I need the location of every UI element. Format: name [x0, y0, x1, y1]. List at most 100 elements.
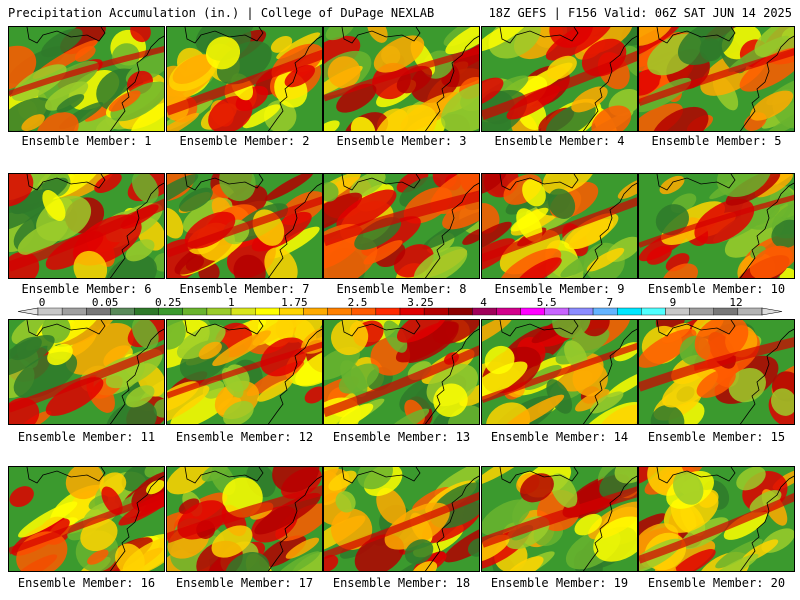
precip-contour-blob — [750, 90, 794, 121]
precip-contour-blob — [505, 556, 544, 571]
colorbar-segment — [206, 307, 232, 316]
precip-contour-blob — [36, 112, 79, 131]
colorbar-tick-label: 0 — [39, 296, 46, 309]
colorbar-tick-label: 1.75 — [281, 296, 308, 309]
precip-contour-blob — [574, 513, 602, 536]
colorbar-segment — [641, 307, 666, 316]
precip-field-map — [9, 174, 164, 278]
precip-field-map — [324, 174, 479, 278]
colorbar-segment — [230, 307, 256, 316]
precip-contour-blob — [146, 480, 164, 495]
ensemble-panel — [323, 173, 480, 279]
heavy-precip-band — [167, 341, 322, 399]
ensemble-panel — [323, 466, 480, 572]
precip-contour-blob — [11, 177, 68, 214]
colorbar-segment — [327, 307, 352, 316]
precip-contour-blob — [373, 35, 425, 73]
lake-outline — [26, 174, 106, 191]
precip-contour-blob — [571, 86, 608, 113]
precip-contour-blob — [264, 174, 314, 201]
precip-contour-blob — [482, 221, 512, 254]
colorbar-segment — [472, 307, 497, 316]
colorbar-tick-label: 2.5 — [348, 296, 368, 309]
colorbar-tick-label: 0.25 — [155, 296, 182, 309]
coastline — [424, 475, 479, 571]
precip-contour-blob — [335, 491, 356, 513]
precip-contour-blob — [467, 537, 479, 557]
coastline — [267, 35, 322, 131]
precip-contour-blob — [167, 467, 213, 495]
precip-contour-blob — [47, 343, 73, 366]
precip-contour-blob — [172, 54, 214, 84]
precip-contour-blob — [614, 467, 637, 484]
colorbar-segment — [110, 307, 135, 316]
lake-outline — [341, 27, 421, 44]
ensemble-panel — [8, 173, 165, 279]
precip-contour-blob — [376, 487, 407, 525]
precip-contour-blob — [357, 467, 393, 490]
colorbar-tick-label: 0.05 — [92, 296, 119, 309]
precip-contour-blob — [549, 27, 594, 48]
lake-outline — [26, 320, 106, 337]
precip-contour-blob — [324, 346, 360, 381]
precip-contour-blob — [396, 320, 448, 343]
precip-contour-blob — [589, 391, 624, 414]
ensemble-member-label: Ensemble Member: 13 — [332, 430, 471, 444]
precip-field-map — [482, 320, 637, 424]
precip-field-map — [324, 27, 479, 131]
coastline — [267, 328, 322, 424]
ensemble-panel — [481, 173, 638, 279]
precip-field-map — [482, 27, 637, 131]
precip-contour-blob — [659, 175, 685, 195]
precip-contour-blob — [522, 179, 546, 207]
coastline — [424, 35, 479, 131]
precip-contour-blob — [264, 247, 298, 278]
product-title: Precipitation Accumulation (in.) | Colle… — [8, 6, 435, 20]
precip-contour-blob — [411, 561, 438, 571]
precip-contour-blob — [445, 27, 479, 55]
precip-contour-blob — [324, 182, 339, 202]
precip-contour-blob — [736, 467, 766, 491]
precip-contour-blob — [367, 27, 388, 43]
colorbar-tick-label: 4 — [480, 296, 487, 309]
precip-contour-blob — [542, 174, 596, 195]
precip-contour-blob — [646, 245, 672, 265]
precip-contour-blob — [762, 100, 794, 131]
ensemble-member-label: Ensemble Member: 10 — [647, 282, 786, 296]
precip-contour-blob — [432, 320, 479, 345]
precip-contour-blob — [242, 104, 281, 129]
lake-outline — [184, 27, 264, 44]
precip-contour-blob — [324, 35, 361, 81]
precip-contour-blob — [655, 204, 689, 236]
colorbar-segment — [568, 307, 594, 316]
ensemble-panel — [166, 26, 323, 132]
colorbar-segment — [665, 307, 690, 316]
precip-contour-blob — [122, 537, 164, 571]
precip-contour-blob — [272, 467, 320, 493]
precip-contour-blob — [324, 554, 339, 571]
precip-field-map — [9, 467, 164, 571]
heavy-precip-band — [482, 50, 637, 121]
colorbar-segment — [351, 307, 377, 316]
precip-contour-blob — [502, 394, 565, 424]
coastline — [582, 328, 637, 424]
ensemble-member-label: Ensemble Member: 8 — [336, 282, 467, 296]
precip-contour-blob — [167, 174, 199, 209]
precip-contour-blob — [597, 404, 637, 424]
ensemble-panel — [166, 319, 323, 425]
precip-contour-blob — [339, 403, 374, 424]
precip-contour-blob — [673, 470, 704, 505]
precip-contour-blob — [208, 95, 253, 131]
precip-contour-blob — [257, 379, 293, 402]
coastline — [582, 475, 637, 571]
precip-field-map — [167, 320, 322, 424]
coastline — [267, 182, 322, 278]
precip-contour-blob — [749, 245, 793, 278]
precip-contour-blob — [383, 320, 408, 353]
ensemble-member-label: Ensemble Member: 11 — [17, 430, 156, 444]
ensemble-panel — [638, 173, 795, 279]
precip-contour-blob — [101, 486, 123, 515]
colorbar-tick-label: 1 — [228, 296, 235, 309]
precip-contour-blob — [568, 218, 614, 250]
lake-outline — [656, 27, 736, 44]
